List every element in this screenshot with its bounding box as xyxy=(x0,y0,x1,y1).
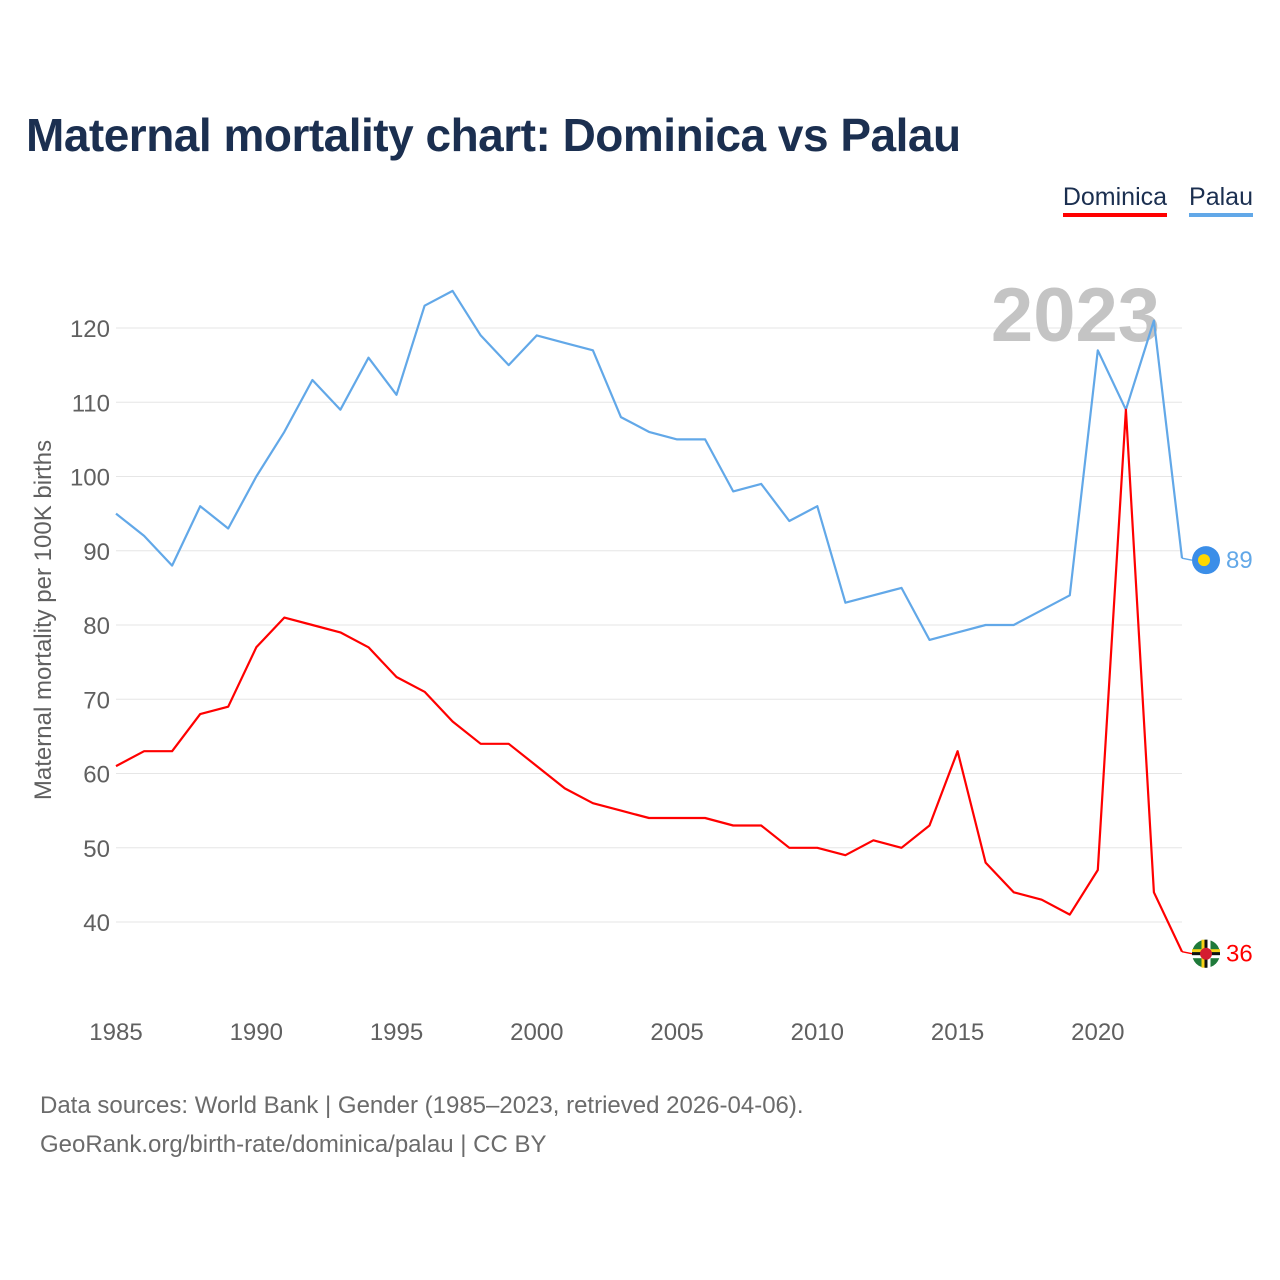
x-tick-label-2005: 2005 xyxy=(650,1019,703,1046)
x-tick-label-2020: 2020 xyxy=(1071,1019,1124,1046)
y-tick-label-120: 120 xyxy=(70,316,110,343)
x-tick-label-2010: 2010 xyxy=(791,1019,844,1046)
series-line-dominica[interactable] xyxy=(115,408,1183,953)
x-tick-label-1985: 1985 xyxy=(89,1019,142,1046)
year-watermark: 2023 xyxy=(991,273,1160,358)
series-line-palau[interactable] xyxy=(115,289,1184,642)
attribution-link[interactable]: GeoRank.org/birth-rate/dominica/palau | … xyxy=(40,1131,547,1158)
palau-flag-icon xyxy=(1192,546,1220,575)
series-lines xyxy=(115,289,1184,953)
data-source-note: Data sources: World Bank | Gender (1985–… xyxy=(40,1092,804,1119)
dominica-flag-icon xyxy=(1192,939,1220,968)
end-connector-dominica xyxy=(1181,950,1193,955)
end-label-dominica: 36 xyxy=(1226,941,1253,968)
x-tick-label-1990: 1990 xyxy=(230,1019,283,1046)
y-tick-label-50: 50 xyxy=(83,836,110,863)
footer: Data sources: World Bank | Gender (1985–… xyxy=(40,1086,804,1164)
y-tick-label-90: 90 xyxy=(83,539,110,566)
gridlines xyxy=(116,327,1182,923)
y-tick-label-100: 100 xyxy=(70,465,110,492)
chart-title: Maternal mortality chart: Dominica vs Pa… xyxy=(26,109,961,161)
x-tick-label-2000: 2000 xyxy=(510,1019,563,1046)
y-tick-label-40: 40 xyxy=(83,910,110,937)
y-tick-label-80: 80 xyxy=(83,613,110,640)
y-tick-label-60: 60 xyxy=(83,762,110,789)
end-label-palau: 89 xyxy=(1226,547,1253,574)
legend: Dominica Palau xyxy=(1062,183,1253,217)
y-axis-ticks: 40 50 60 70 80 90 100 110 120 xyxy=(70,316,110,937)
end-connector-palau xyxy=(1181,557,1193,561)
x-axis-ticks: 1985 1990 1995 2000 2005 2010 2015 2020 xyxy=(89,1019,1124,1046)
end-markers: 36 89 xyxy=(1181,546,1253,968)
legend-item-palau[interactable]: Palau xyxy=(1189,183,1253,217)
y-tick-label-110: 110 xyxy=(72,390,110,417)
y-axis-label: Maternal mortality per 100K births xyxy=(30,440,57,800)
x-tick-label-2015: 2015 xyxy=(931,1019,984,1046)
legend-item-dominica[interactable]: Dominica xyxy=(1062,183,1168,217)
y-tick-label-70: 70 xyxy=(83,687,110,714)
x-tick-label-1995: 1995 xyxy=(370,1019,423,1046)
